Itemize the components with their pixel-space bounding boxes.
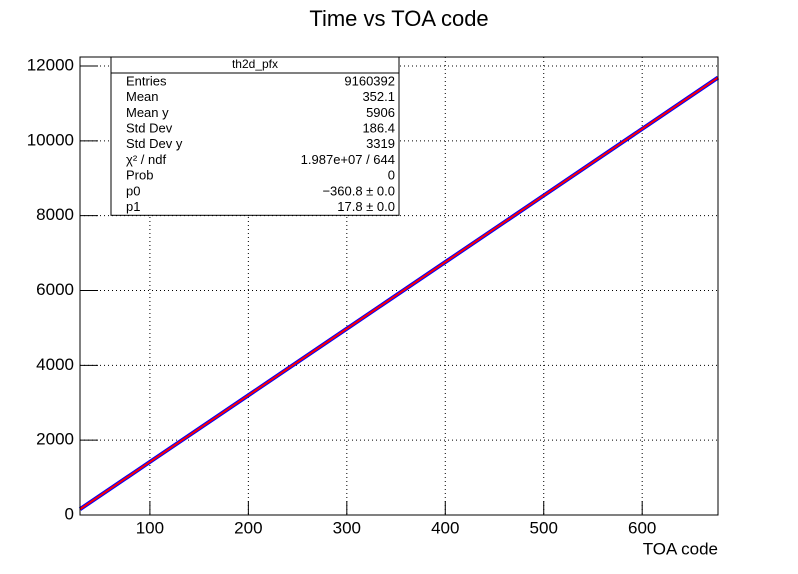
x-tick-label: 500 [530, 518, 558, 537]
y-tick-label: 6000 [36, 280, 74, 299]
x-tick-label: 600 [628, 518, 656, 537]
stats-value: 9160392 [344, 73, 395, 88]
data-line [79, 76, 719, 511]
stats-label: p1 [126, 199, 140, 214]
x-tick-label: 400 [431, 518, 459, 537]
stats-label: Std Dev [126, 121, 173, 136]
stats-label: Mean y [126, 105, 169, 120]
stats-label: p0 [126, 183, 140, 198]
y-tick-label: 8000 [36, 205, 74, 224]
x-tick-label: 200 [234, 518, 262, 537]
y-tick-label: 12000 [27, 55, 74, 74]
stats-label: Prob [126, 168, 153, 183]
stats-value: −360.8 ± 0.0 [322, 183, 395, 198]
stats-label: Std Dev y [126, 136, 183, 151]
y-tick-label: 0 [65, 504, 74, 523]
x-axis-label: TOA code [643, 539, 718, 558]
stats-label: χ² / ndf [126, 152, 166, 167]
stats-value: 3319 [366, 136, 395, 151]
stats-label: Mean [126, 89, 159, 104]
stats-value: 17.8 ± 0.0 [337, 199, 395, 214]
stats-value: 0 [388, 168, 395, 183]
chart-title: Time vs TOA code [309, 6, 488, 31]
x-tick-label: 300 [333, 518, 361, 537]
stats-value: 352.1 [362, 89, 395, 104]
stats-value: 5906 [366, 105, 395, 120]
x-tick-label: 100 [136, 518, 164, 537]
stats-box [110, 56, 400, 216]
y-tick-label: 10000 [27, 130, 74, 149]
stats-title: th2d_pfx [232, 57, 278, 71]
stats-value: 1.987e+07 / 644 [301, 152, 395, 167]
y-tick-label: 4000 [36, 355, 74, 374]
stats-label: Entries [126, 73, 167, 88]
stats-value: 186.4 [362, 121, 395, 136]
y-tick-label: 2000 [36, 430, 74, 449]
